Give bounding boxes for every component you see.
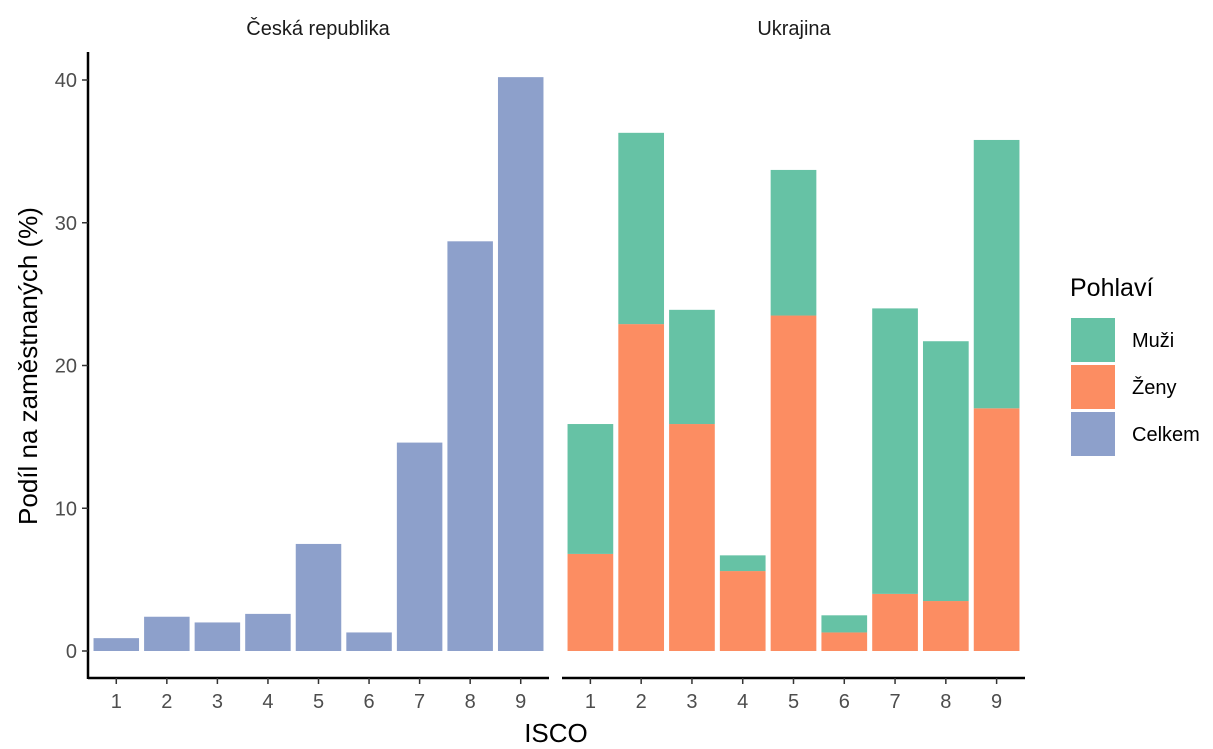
- bars-ceska-republika: [93, 77, 544, 651]
- x-tick-label: 8: [940, 691, 951, 713]
- x-tick-label: 2: [161, 691, 172, 713]
- legend-label-celkem: Celkem: [1132, 424, 1200, 446]
- y-tick-label: 20: [55, 356, 77, 378]
- x-axis-ceska-republika: 1 2 3 4 5 6 7 8 9: [88, 676, 549, 713]
- legend-label-ženy: Ženy: [1132, 376, 1176, 399]
- bar-celkem-9: [497, 77, 544, 651]
- x-tick-label: 5: [788, 691, 799, 713]
- bar-ženy-3: [669, 424, 715, 651]
- bar-muži-1: [567, 424, 614, 554]
- bar-muži-7: [872, 308, 918, 594]
- y-tick-label: 30: [55, 213, 77, 235]
- x-tick-label: 6: [363, 691, 374, 713]
- bar-celkem-4: [245, 613, 291, 651]
- x-tick-label: 6: [839, 691, 850, 713]
- x-tick-label: 7: [414, 691, 425, 713]
- x-tick-label: 2: [636, 691, 647, 713]
- bars-ukrajina: [567, 132, 1020, 651]
- bar-celkem-3: [194, 622, 241, 651]
- x-axis-title: ISCO: [524, 718, 588, 748]
- x-axis-ukrajina: 1 2 3 4 5 6 7 8 9: [562, 676, 1025, 713]
- legend-swatch-muži: [1071, 318, 1115, 362]
- legend-swatch-ženy: [1071, 365, 1115, 409]
- bar-muži-9: [973, 139, 1020, 409]
- panel-ukrajina: Ukrajina 1 2 3 4 5 6 7 8 9: [562, 18, 1025, 713]
- bar-muži-4: [719, 555, 766, 572]
- legend-title: Pohlaví: [1070, 274, 1153, 302]
- bar-ženy-6: [821, 632, 868, 651]
- x-tick-label: 1: [111, 691, 122, 713]
- bar-muži-8: [922, 341, 969, 602]
- bar-ženy-5: [770, 315, 817, 651]
- x-tick-label: 9: [515, 691, 526, 713]
- y-tick-label: 0: [66, 641, 77, 663]
- y-axis: 0 10 20 30 40: [55, 52, 90, 679]
- panel-ceska-republika: Česká republika 0 10 20 30 40 1 2 3 4 5 6 7 8 9: [55, 17, 549, 713]
- bar-ženy-1: [567, 553, 614, 651]
- legend-swatch-celkem: [1071, 412, 1115, 456]
- bar-ženy-9: [973, 408, 1020, 651]
- bar-muži-3: [669, 309, 715, 425]
- y-tick-label: 10: [55, 498, 77, 520]
- legend-items: Muži Ženy Celkem: [1071, 318, 1200, 456]
- x-tick-label: 4: [737, 691, 748, 713]
- x-tick-label: 3: [212, 691, 223, 713]
- x-tick-label: 8: [465, 691, 476, 713]
- bar-muži-5: [770, 169, 817, 316]
- bar-celkem-5: [295, 543, 342, 651]
- bar-muži-2: [618, 132, 665, 325]
- y-tick-label: 40: [55, 70, 77, 92]
- legend: Pohlaví Muži Ženy Celkem: [1070, 274, 1200, 456]
- x-tick-label: 5: [313, 691, 324, 713]
- legend-label-muži: Muži: [1132, 330, 1174, 352]
- x-tick-label: 3: [686, 691, 697, 713]
- bar-ženy-4: [719, 571, 766, 651]
- y-axis-title: Podíl na zaměstnaných (%): [13, 207, 43, 525]
- bar-ženy-7: [872, 593, 918, 651]
- x-tick-label: 4: [262, 691, 273, 713]
- bar-muži-6: [821, 615, 868, 633]
- panel-title-ceska-republika: Česká republika: [246, 17, 390, 40]
- x-tick-label: 7: [889, 691, 900, 713]
- panel-title-ukrajina: Ukrajina: [757, 18, 831, 40]
- bar-celkem-2: [144, 616, 190, 651]
- bar-celkem-1: [93, 638, 140, 651]
- bar-ženy-2: [618, 324, 665, 651]
- x-tick-label: 9: [991, 691, 1002, 713]
- x-tick-label: 1: [585, 691, 596, 713]
- bar-ženy-8: [922, 601, 969, 651]
- bar-celkem-7: [396, 442, 443, 651]
- bar-celkem-6: [346, 632, 392, 651]
- bar-celkem-8: [447, 241, 493, 651]
